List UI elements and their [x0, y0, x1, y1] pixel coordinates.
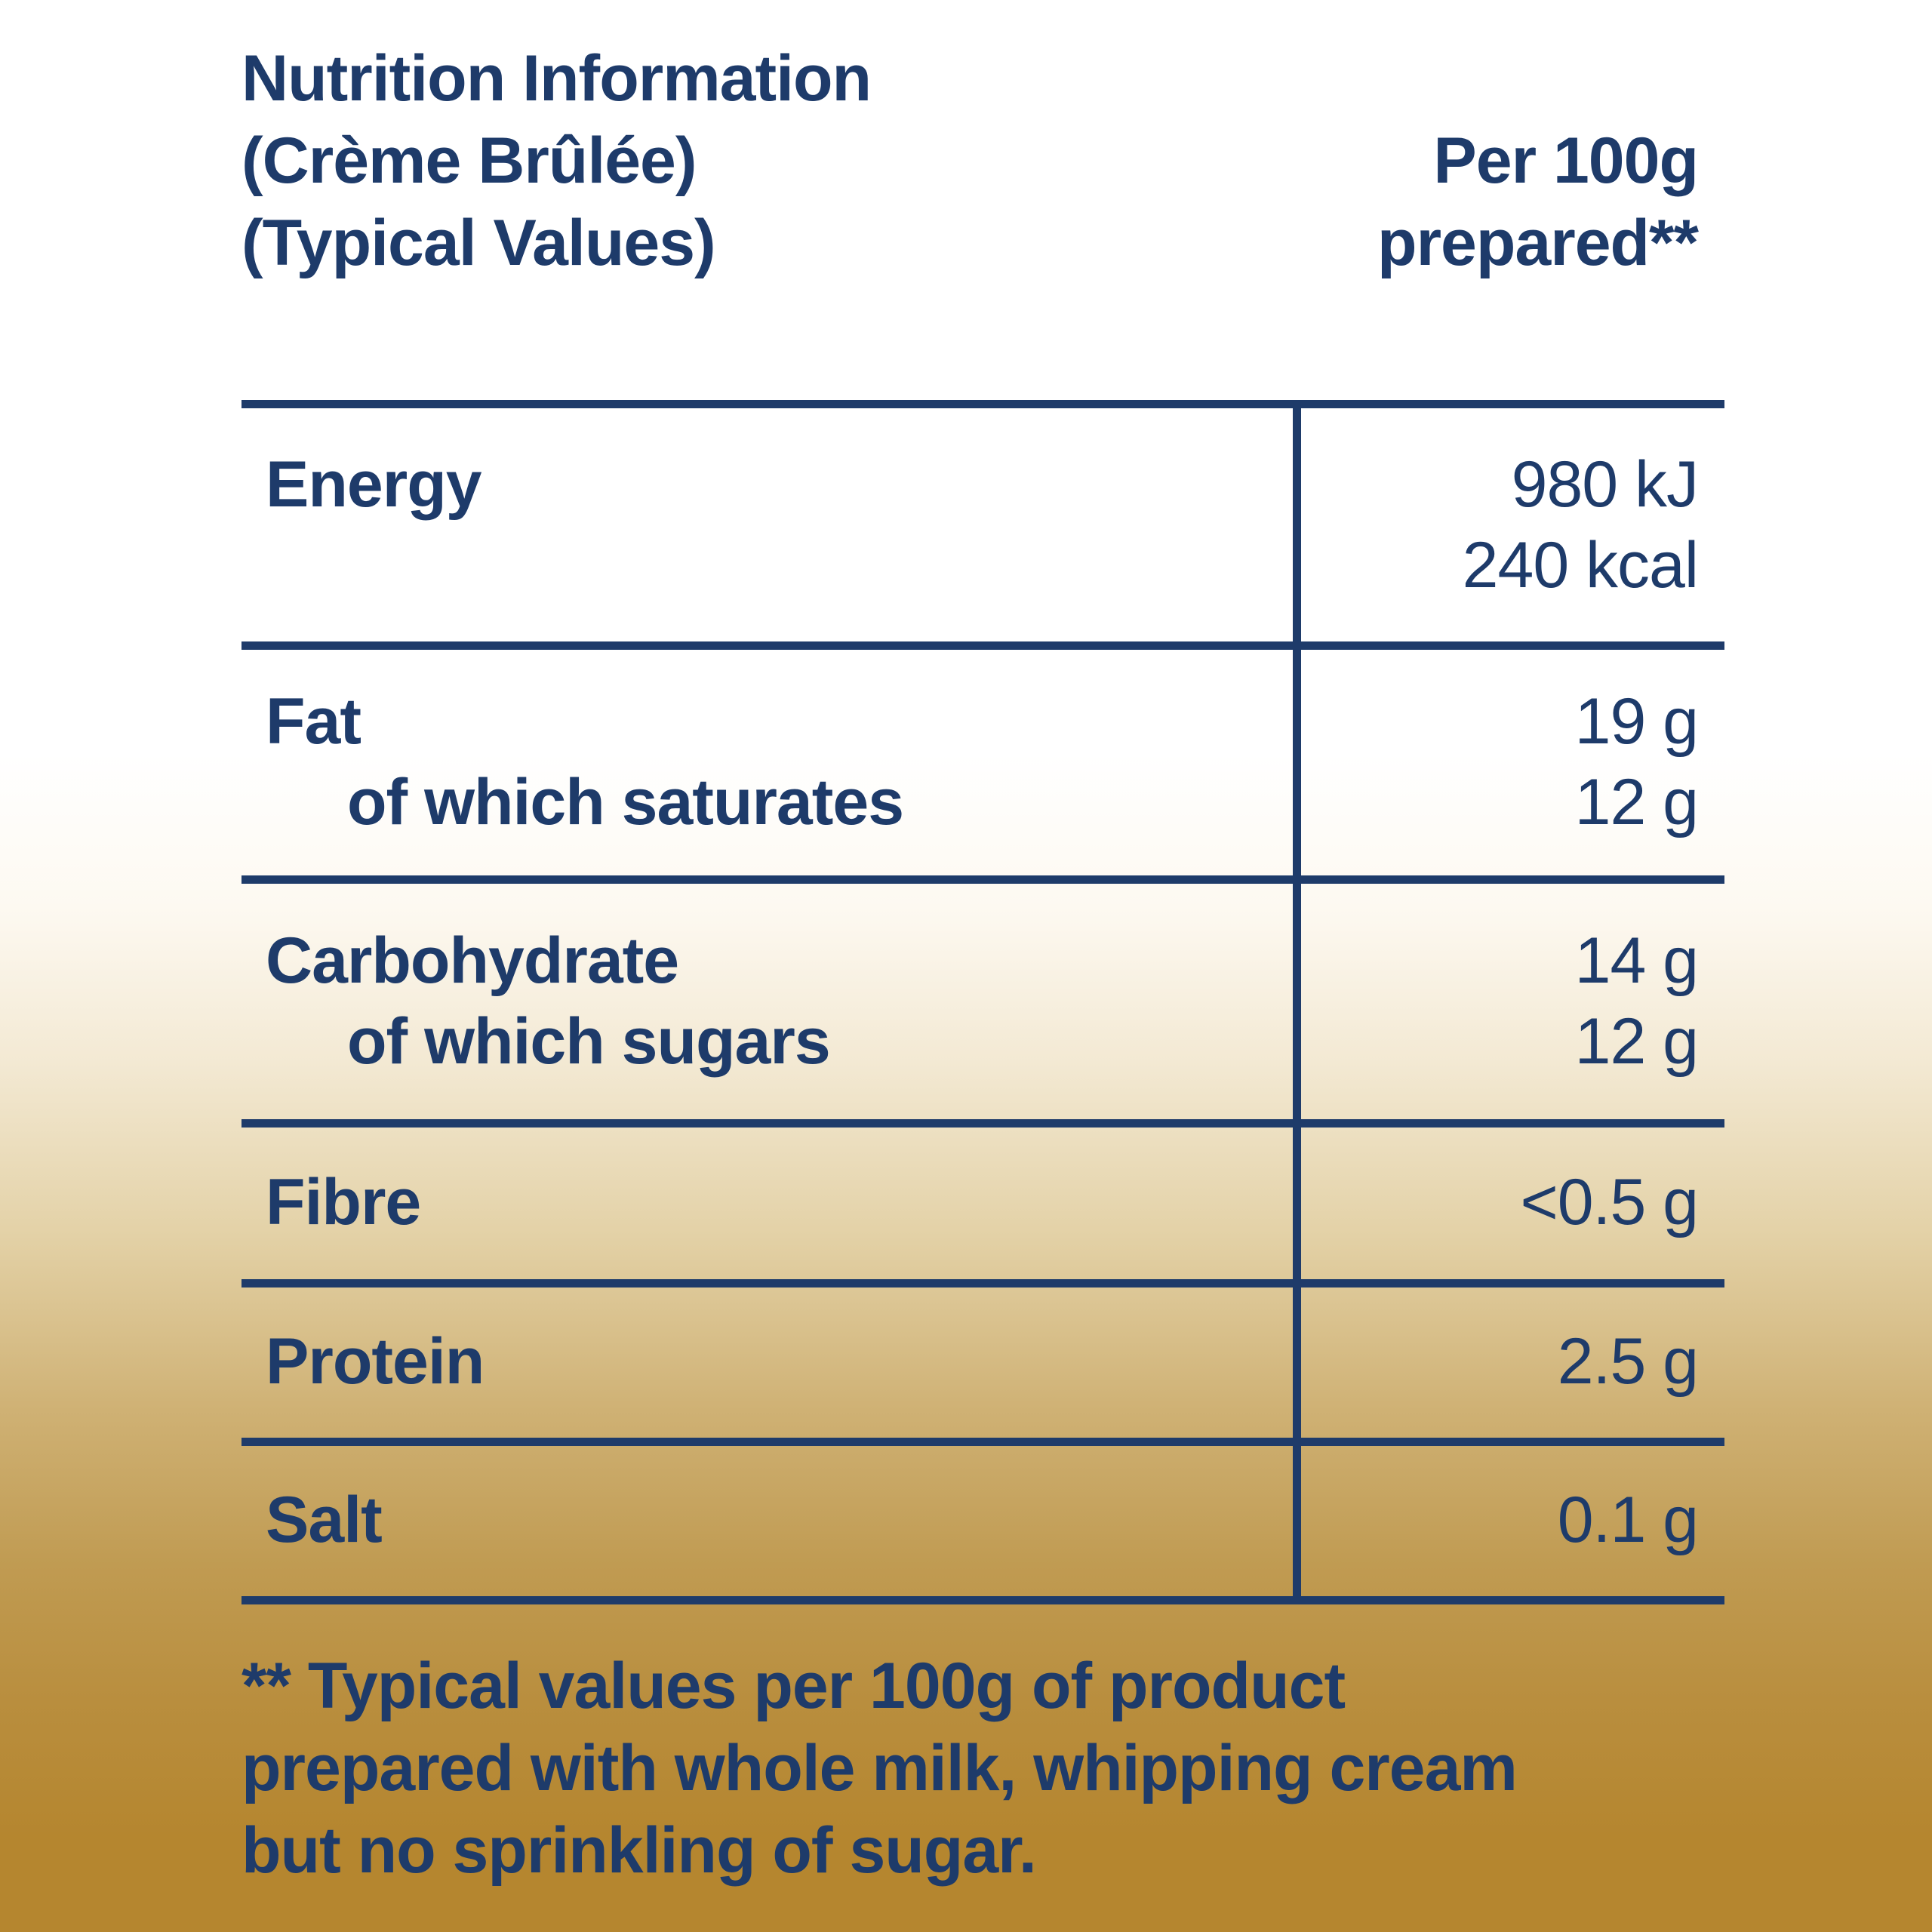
nutrient-value: 240 kcal: [1462, 529, 1699, 601]
row-label: Fibre: [242, 1128, 1293, 1279]
nutrient-name: Carbohydrate: [266, 924, 679, 997]
table-row-carbohydrate: Carbohydrate of which sugars 14 g 12 g: [242, 875, 1724, 1119]
nutrition-table: Energy 980 kJ 240 kcal Fat of which satu…: [242, 400, 1724, 1604]
nutrient-subname: of which sugars: [347, 1005, 831, 1078]
nutrient-name: Fat: [266, 685, 361, 758]
row-label: Salt: [242, 1446, 1293, 1596]
footnote-line-2: prepared with whole milk, whipping cream: [242, 1732, 1518, 1804]
nutrient-value: 19 g: [1574, 685, 1699, 758]
page-title: Nutrition Information (Crème Brûlée) (Ty…: [242, 38, 872, 285]
nutrient-value: <0.5 g: [1520, 1166, 1700, 1238]
footnote-line-3: but no sprinkling of sugar.: [242, 1814, 1037, 1887]
nutrient-name: Fibre: [266, 1166, 421, 1238]
nutrient-name: Salt: [266, 1484, 383, 1556]
nutrient-name: Protein: [266, 1325, 485, 1398]
nutrient-value: 12 g: [1574, 1005, 1699, 1078]
row-values: 19 g 12 g: [1293, 650, 1724, 875]
column-header-line-1: Per 100g: [1433, 125, 1699, 197]
table-row-energy: Energy 980 kJ 240 kcal: [242, 408, 1724, 641]
nutrient-value: 2.5 g: [1557, 1325, 1699, 1398]
row-values: <0.5 g: [1293, 1128, 1724, 1279]
title-line-2: (Crème Brûlée): [242, 125, 697, 197]
footnote-line-1: ** Typical values per 100g of product: [242, 1650, 1346, 1722]
title-line-3: (Typical Values): [242, 207, 716, 279]
table-row-fat: Fat of which saturates 19 g 12 g: [242, 641, 1724, 875]
table-row-protein: Protein 2.5 g: [242, 1279, 1724, 1438]
nutrient-name: Energy: [266, 448, 482, 521]
footnote: ** Typical values per 100g of product pr…: [242, 1645, 1518, 1892]
row-values: 980 kJ 240 kcal: [1293, 408, 1724, 641]
row-label: Energy: [242, 408, 1293, 641]
nutrient-subname: of which saturates: [347, 766, 904, 838]
nutrient-value: 12 g: [1574, 766, 1699, 838]
nutrient-value: 14 g: [1574, 924, 1699, 997]
column-header-line-2: prepared**: [1377, 207, 1699, 279]
title-line-1: Nutrition Information: [242, 42, 872, 115]
column-header: Per 100g prepared**: [1377, 120, 1699, 285]
table-row-salt: Salt 0.1 g: [242, 1438, 1724, 1596]
nutrient-value: 0.1 g: [1557, 1484, 1699, 1556]
row-label: Fat of which saturates: [242, 650, 1293, 875]
row-label: Protein: [242, 1287, 1293, 1438]
table-row-fibre: Fibre <0.5 g: [242, 1119, 1724, 1279]
nutrient-value: 980 kJ: [1511, 448, 1699, 521]
row-label: Carbohydrate of which sugars: [242, 884, 1293, 1119]
row-values: 14 g 12 g: [1293, 884, 1724, 1119]
row-values: 0.1 g: [1293, 1446, 1724, 1596]
row-values: 2.5 g: [1293, 1287, 1724, 1438]
